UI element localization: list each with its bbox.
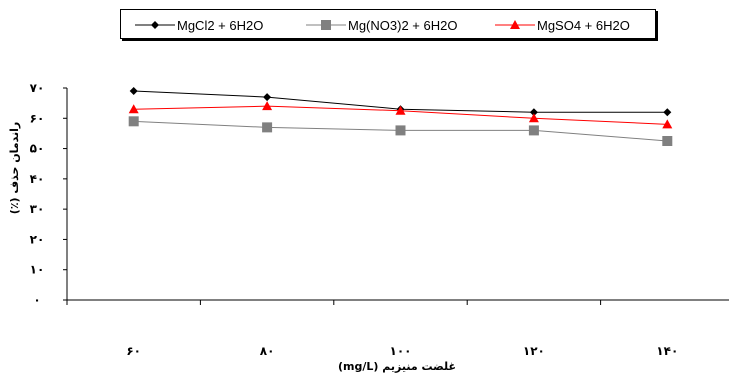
chart-axes: [63, 87, 729, 305]
series-1: [128, 116, 673, 146]
series-2: [128, 101, 673, 129]
legend-item-mgcl2: MgCl2 + 6H2O: [135, 17, 263, 33]
x-tick-labels: ۶۰ ۸۰ ۱۰۰ ۱۲۰ ۱۴۰: [126, 344, 678, 358]
data-point: [662, 119, 673, 129]
y-tick-label: ۴۰: [30, 172, 45, 186]
data-point: [662, 136, 673, 146]
legend-marker-square-icon: [306, 20, 346, 30]
data-point: [528, 113, 539, 123]
x-tick-label: ۶۰: [126, 344, 141, 358]
data-point: [663, 108, 672, 117]
y-tick-label: ۰: [33, 293, 40, 307]
x-axis-title: غلضت منیزیم (mg/L): [338, 360, 456, 373]
legend-marker-diamond-icon: [135, 21, 175, 29]
y-axis-title: راندمان حذف (٪): [8, 122, 21, 214]
x-tick-label: ۸۰: [260, 344, 275, 358]
data-point: [262, 122, 273, 133]
legend-label-mgno3: Mg(NO3)2 + 6H2O: [348, 17, 458, 33]
data-point: [262, 101, 273, 111]
y-tick-label: ۶۰: [30, 111, 45, 125]
y-tick-label: ۱۰: [30, 263, 45, 277]
legend-label-mgcl2: MgCl2 + 6H2O: [177, 17, 264, 33]
data-point: [128, 104, 139, 114]
y-tick-label: ۷۰: [30, 81, 45, 95]
data-point: [528, 125, 539, 136]
legend-marker-triangle-icon: [495, 20, 535, 29]
y-tick-labels: ۰ ۱۰ ۲۰ ۳۰ ۴۰ ۵۰ ۶۰ ۷۰: [30, 81, 45, 307]
data-point: [263, 93, 272, 102]
y-tick-label: ۳۰: [30, 202, 45, 216]
y-tick-label: ۲۰: [30, 232, 45, 246]
y-tick-label: ۵۰: [30, 142, 45, 156]
data-point: [128, 116, 139, 127]
series-layer: [128, 87, 673, 146]
x-tick-label: ۱۰۰: [390, 344, 412, 358]
x-tick-label: ۱۴۰: [656, 344, 678, 358]
data-point: [395, 105, 406, 115]
data-point: [395, 125, 406, 136]
x-tick-label: ۱۲۰: [523, 344, 545, 358]
chart-legend: MgCl2 + 6H2O Mg(NO3)2 + 6H2O MgSO4 + 6H2…: [120, 9, 656, 39]
data-point: [129, 87, 138, 96]
legend-label-mgso4: MgSO4 + 6H2O: [537, 17, 630, 33]
data-point: [529, 108, 538, 117]
legend-item-mgno3: Mg(NO3)2 + 6H2O: [306, 17, 457, 33]
legend-item-mgso4: MgSO4 + 6H2O: [495, 17, 630, 33]
